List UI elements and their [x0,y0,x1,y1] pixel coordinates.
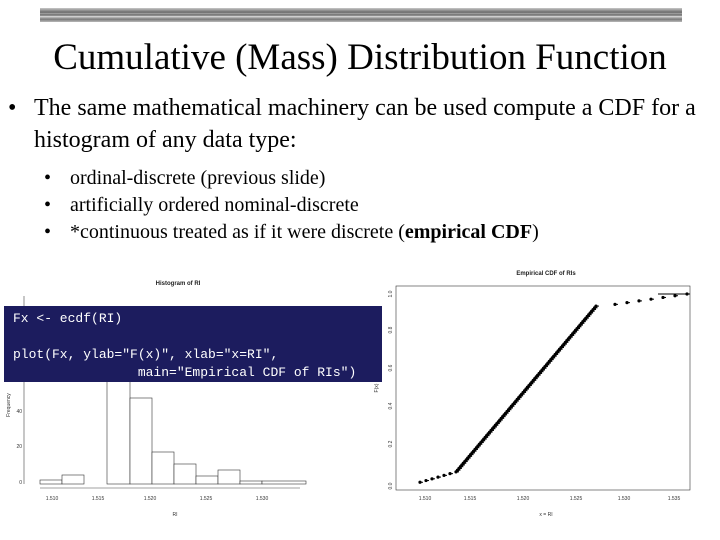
ecdf-y-tick: 1.0 [388,290,394,297]
ecdf-y-label: F(x) [374,383,380,392]
histogram-bar [129,397,153,485]
sub-bullet-text: ordinal-discrete (previous slide) [70,167,326,189]
sub-bullet-text: artificially ordered nominal-discrete [70,194,359,216]
histogram-bar [61,474,85,485]
ecdf-point [424,478,428,483]
ecdf-point [442,473,446,477]
sub-bullet-text-post: ) [532,221,539,243]
histogram-bar [39,479,63,485]
bullet-dot: • [44,167,52,189]
empirical-cdf-emphasis: empirical CDF [404,221,533,243]
histogram-bar [195,475,219,485]
ecdf-point [661,295,665,300]
histogram-y-tick: 0 [19,480,22,486]
ecdf-title: Empirical CDF of RIs [516,271,576,277]
histogram-bar [239,480,263,485]
ecdf-y-ticks: 0.0 0.2 0.4 0.6 0.8 1.0 [388,290,394,489]
ecdf-point [430,477,434,481]
ecdf-point [594,304,598,308]
ecdf-point [673,294,677,298]
histogram-y-label: Frequency [6,393,12,417]
sub-bullet-ordinal: • ordinal-discrete (previous slide) [44,165,704,192]
ecdf-figure: Empirical CDF of RIs 0.0 0.2 0.4 0.6 0.8… [358,264,694,524]
ecdf-y-tick: 0.2 [388,440,394,447]
ecdf-point [448,472,452,476]
ecdf-point [625,301,629,305]
ecdf-x-tick: 1.520 [517,496,530,502]
sub-bullet-text: *continuous treated as if it were discre… [70,219,539,246]
ecdf-x-tick: 1.535 [668,496,681,502]
code-line: main="Empirical CDF of RIs") [13,365,357,380]
sub-bullet-nominal: • artificially ordered nominal-discrete [44,192,704,219]
ecdf-point [649,297,653,301]
ecdf-x-tick: 1.510 [419,496,432,502]
bullet-dot: • [44,221,52,243]
histogram-x-tick: 1.530 [256,496,269,502]
ecdf-point [436,475,440,479]
ecdf-point [637,299,641,303]
ecdf-plot: Empirical CDF of RIs 0.0 0.2 0.4 0.6 0.8… [374,271,691,518]
code-line [13,328,382,346]
sub-bullet-continuous: • *continuous treated as if it were disc… [44,219,704,246]
ecdf-x-ticks: 1.510 1.515 1.520 1.525 1.530 1.535 [419,496,681,502]
histogram-x-tick: 1.515 [92,496,105,502]
r-code-box: Fx <- ecdf(RI) plot(Fx, ylab="F(x)", xla… [4,306,382,382]
ecdf-y-tick: 0.6 [388,364,394,371]
ecdf-y-tick: 0.8 [388,326,394,333]
histogram-bar [151,451,175,485]
code-line: Fx <- ecdf(RI) [13,311,123,326]
code-line: plot(Fx, ylab="F(x)", xlab="x=RI", [13,347,279,362]
bullet-dot: • [8,95,17,121]
ecdf-x-label: x = RI [539,512,552,518]
histogram-bar [261,480,307,485]
ecdf-step-curve [418,292,690,484]
histogram-bar [217,469,241,485]
ecdf-plot-frame [395,285,691,491]
histogram-bar [173,463,197,485]
ecdf-x-tick: 1.530 [618,496,631,502]
histogram-x-tick: 1.510 [46,496,59,502]
main-bullet-text: The same mathematical machinery can be u… [34,95,696,153]
title-decoration-bar [40,8,682,22]
histogram-x-tick: 1.520 [144,496,157,502]
histogram-y-tick: 40 [16,409,22,415]
ecdf-point [613,302,617,306]
ecdf-x-tick: 1.515 [464,496,477,502]
ecdf-y-tick: 0.0 [388,482,394,489]
histogram-x-label: RI [173,512,178,518]
histogram-y-tick: 20 [16,444,22,450]
ecdf-point [418,480,422,484]
ecdf-x-tick: 1.525 [570,496,583,502]
ecdf-y-tick: 0.4 [388,402,394,409]
bullet-dot: • [44,194,52,216]
slide-title: Cumulative (Mass) Distribution Function [53,37,667,78]
histogram-x-tick: 1.525 [200,496,213,502]
sub-bullet-list: • ordinal-discrete (previous slide) • ar… [44,165,704,246]
histogram-title: Histogram of RI [156,281,201,287]
sub-bullet-text-pre: *continuous treated as if it were discre… [70,221,405,243]
